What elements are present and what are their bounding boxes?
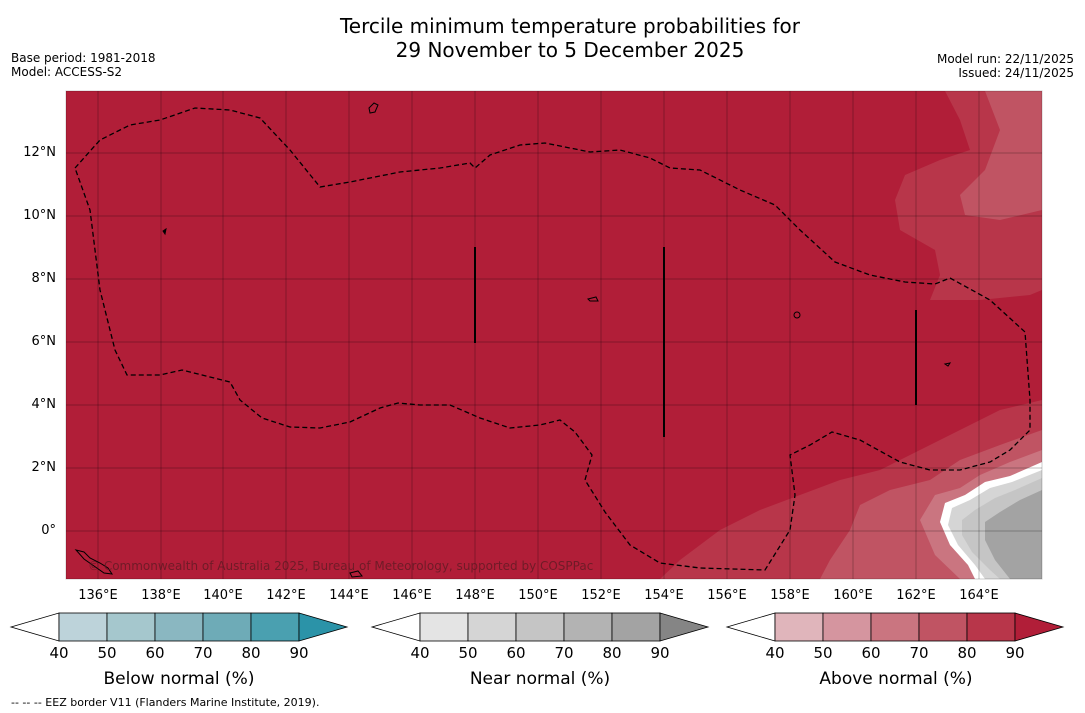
near-normal-tick-60: 60: [506, 644, 526, 662]
above-normal-swatch-80: [966, 612, 1016, 642]
y-tick-8n: 8°N: [31, 271, 57, 286]
above-normal-tick-70: 70: [909, 644, 929, 662]
base-period-info: Base period: 1981-2018 Model: ACCESS-S2: [11, 51, 156, 79]
y-tick-10n: 10°N: [23, 208, 56, 223]
above-normal-swatch-40: [774, 612, 824, 642]
base-period: Base period: 1981-2018: [11, 51, 156, 65]
title-line-1: Tercile minimum temperature probabilitie…: [339, 14, 801, 38]
below-normal-label: Below normal (%): [103, 669, 255, 689]
below-normal-tick-40: 40: [49, 644, 69, 662]
near-normal-swatch-80: [611, 612, 661, 642]
below-normal-swatch-40: [58, 612, 108, 642]
x-tick-158e: 158°E: [770, 588, 810, 603]
near-normal-swatch-70: [563, 612, 613, 642]
graticule: [66, 91, 1042, 579]
below-normal-tick-80: 80: [241, 644, 261, 662]
below-normal-swatch-50: [106, 612, 156, 642]
x-tick-164e: 164°E: [959, 588, 999, 603]
copyright-notice: © Commonwealth of Australia 2025, Bureau…: [88, 559, 594, 573]
map-title: Tercile minimum temperature probabilitie…: [0, 14, 1085, 62]
x-tick-138e: 138°E: [141, 588, 181, 603]
y-tick-6n: 6°N: [31, 334, 57, 349]
below-normal-over-arrow: [298, 612, 349, 642]
colorbar-above-normal: [725, 612, 1065, 642]
longitude-markers: [474, 247, 917, 437]
map-frame: [65, 90, 1043, 580]
model-run-info: Model run: 22/11/2025 Issued: 24/11/2025: [937, 52, 1074, 80]
model-run: Model run: 22/11/2025: [936, 52, 1074, 66]
below-normal-swatch-80: [250, 612, 300, 642]
below-normal-under-arrow: [9, 612, 60, 642]
x-tick-146e: 146°E: [392, 588, 432, 603]
x-tick-150e: 150°E: [518, 588, 558, 603]
below-normal-tick-60: 60: [145, 644, 165, 662]
near-normal-tick-40: 40: [410, 644, 430, 662]
x-tick-142e: 142°E: [266, 588, 306, 603]
x-tick-154e: 154°E: [644, 588, 684, 603]
issued-date: Issued: 24/11/2025: [958, 66, 1074, 80]
y-tick-2n: 2°N: [31, 460, 57, 475]
above-normal-tick-90: 90: [1005, 644, 1025, 662]
near-normal-swatch-60: [515, 612, 565, 642]
eez-footnote: -- -- -- EEZ border V11 (Flanders Marine…: [11, 696, 320, 709]
near-normal-tick-50: 50: [458, 644, 478, 662]
islands: [74, 102, 952, 578]
above-normal-over-arrow: [1014, 612, 1065, 642]
near-normal-under-arrow: [370, 612, 421, 642]
above-normal-tick-60: 60: [861, 644, 881, 662]
x-tick-152e: 152°E: [581, 588, 621, 603]
x-tick-162e: 162°E: [896, 588, 936, 603]
y-tick-12n: 12°N: [23, 145, 56, 160]
y-tick-0: 0°: [41, 523, 56, 538]
colorbar-near-normal: [370, 612, 710, 642]
above-normal-swatch-70: [918, 612, 968, 642]
near-normal-over-arrow: [659, 612, 710, 642]
near-normal-label: Near normal (%): [469, 669, 611, 689]
near-normal-tick-70: 70: [554, 644, 574, 662]
colorbar-below-normal: [9, 612, 349, 642]
near-normal-tick-80: 80: [602, 644, 622, 662]
eez-border: [74, 107, 1031, 571]
title-line-2: 29 November to 5 December 2025: [395, 38, 745, 62]
below-normal-swatch-70: [202, 612, 252, 642]
probability-field: [66, 91, 1042, 579]
below-normal-swatch-60: [154, 612, 204, 642]
above-normal-swatch-50: [822, 612, 872, 642]
below-normal-tick-70: 70: [193, 644, 213, 662]
above-normal-under-arrow: [725, 612, 776, 642]
above-normal-label: Above normal (%): [819, 669, 973, 689]
near-normal-tick-90: 90: [650, 644, 670, 662]
x-tick-148e: 148°E: [455, 588, 495, 603]
above-normal-60-70-region: [960, 91, 1042, 220]
above-normal-tick-40: 40: [765, 644, 785, 662]
below-normal-tick-90: 90: [289, 644, 309, 662]
y-tick-4n: 4°N: [31, 397, 57, 412]
near-normal-swatch-40: [419, 612, 469, 642]
x-tick-160e: 160°E: [833, 588, 873, 603]
x-tick-144e: 144°E: [329, 588, 369, 603]
x-tick-140e: 140°E: [203, 588, 243, 603]
near-normal-70-80-region: [985, 490, 1042, 579]
above-normal-tick-50: 50: [813, 644, 833, 662]
above-normal-tick-80: 80: [957, 644, 977, 662]
x-tick-136e: 136°E: [78, 588, 118, 603]
near-normal-swatch-50: [467, 612, 517, 642]
above-normal-swatch-60: [870, 612, 920, 642]
model-name: Model: ACCESS-S2: [11, 65, 123, 79]
below-normal-tick-50: 50: [97, 644, 117, 662]
x-tick-156e: 156°E: [707, 588, 747, 603]
